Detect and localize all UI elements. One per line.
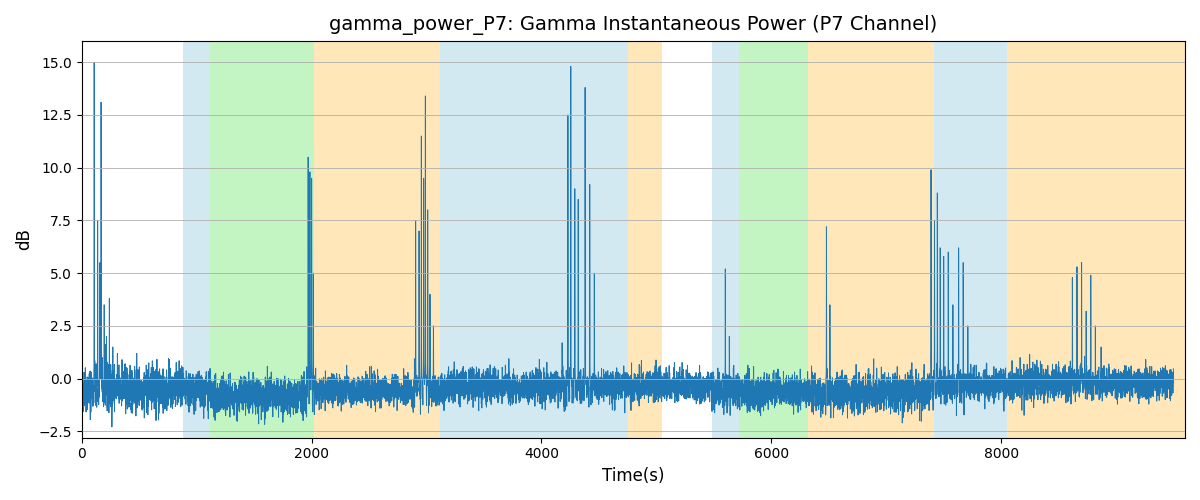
Bar (739, 41, 808, 438)
Bar (314, 41, 440, 438)
Bar (182, 41, 210, 438)
Bar (935, 41, 1007, 438)
Bar (628, 41, 662, 438)
Y-axis label: dB: dB (14, 228, 34, 250)
Bar (440, 41, 628, 438)
Bar (210, 41, 314, 438)
Bar (1007, 41, 1186, 438)
Bar (808, 41, 935, 438)
Bar (712, 41, 739, 438)
Title: gamma_power_P7: Gamma Instantaneous Power (P7 Channel): gamma_power_P7: Gamma Instantaneous Powe… (329, 15, 937, 35)
X-axis label: Time(s): Time(s) (602, 467, 665, 485)
